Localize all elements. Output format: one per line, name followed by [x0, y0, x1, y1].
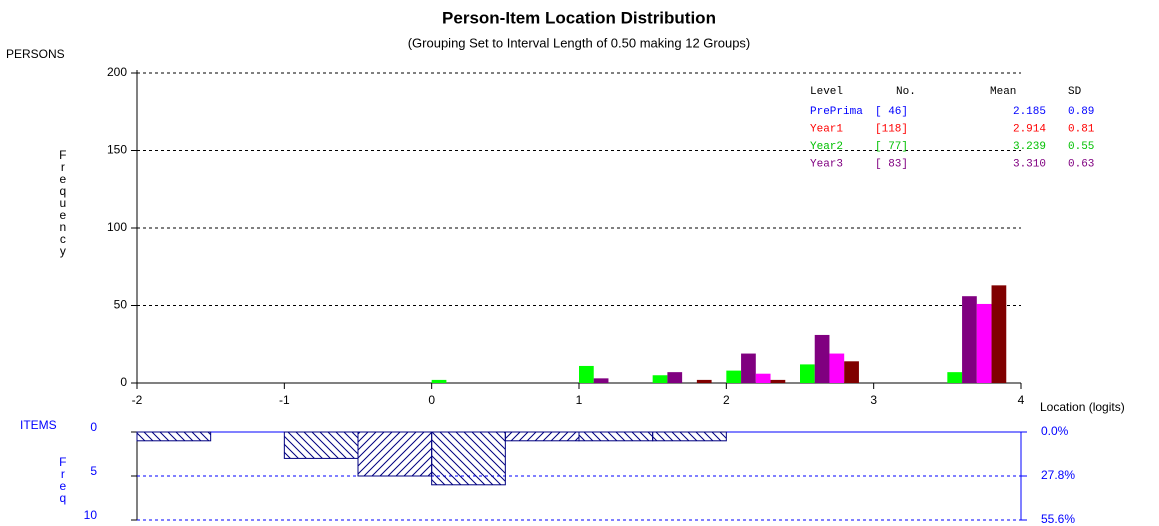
histogram-bar — [357, 431, 433, 477]
histogram-bar — [578, 431, 654, 442]
histogram-bar — [431, 431, 506, 486]
legend-mean: 3.310 — [1013, 158, 1046, 170]
histogram-bar — [136, 431, 212, 442]
legend-count: [ 83] — [875, 158, 908, 170]
legend-name: Year3 — [810, 158, 843, 170]
chart-subtitle: (Grouping Set to Interval Length of 0.50… — [408, 35, 751, 50]
legend-header: Mean — [990, 86, 1016, 98]
bar — [726, 370, 742, 383]
y-tick-label: 100 — [107, 220, 127, 234]
bar — [741, 353, 756, 383]
bar — [991, 285, 1007, 383]
group-label: PERSONS — [6, 47, 65, 61]
y-tick-label: 5 — [90, 464, 97, 478]
bar — [962, 296, 977, 383]
bar — [829, 353, 845, 383]
legend-count: [ 77] — [875, 141, 908, 153]
x-tick-label: 3 — [870, 393, 877, 407]
group-label: ITEMS — [20, 418, 57, 432]
y-tick-label: 10 — [84, 508, 98, 522]
legend-sd: 0.63 — [1068, 158, 1094, 170]
legend-sd: 0.81 — [1068, 123, 1095, 135]
bar — [814, 334, 830, 383]
legend-header: No. — [896, 86, 916, 98]
legend-name: PrePrima — [810, 106, 863, 118]
y2-tick-label: 27.8% — [1041, 468, 1075, 482]
x-tick-label: 4 — [1018, 393, 1025, 407]
legend-mean: 2.914 — [1013, 123, 1046, 135]
bar — [800, 364, 815, 383]
bar — [593, 378, 609, 383]
legend-count: [118] — [875, 123, 908, 135]
bar — [844, 361, 859, 383]
x-axis-label: Location (logits) — [1040, 400, 1125, 414]
bar — [652, 375, 668, 383]
y-tick-label: 50 — [114, 298, 128, 312]
legend-mean: 2.185 — [1013, 106, 1046, 118]
legend-name: Year2 — [810, 141, 843, 153]
chart-title: Person-Item Location Distribution — [442, 8, 716, 27]
bar — [579, 365, 594, 383]
x-tick-label: 0 — [428, 393, 435, 407]
legend-count: [ 46] — [875, 106, 908, 118]
legend-header: SD — [1068, 86, 1082, 98]
y-axis-label: Freq — [56, 455, 70, 505]
bar — [667, 372, 683, 383]
x-tick-label: -1 — [279, 393, 290, 407]
bar — [696, 379, 712, 383]
legend-sd: 0.89 — [1068, 106, 1094, 118]
x-tick-label: 2 — [723, 393, 730, 407]
y2-tick-label: 55.6% — [1041, 512, 1075, 526]
y-tick-label: 0 — [90, 420, 97, 434]
y-tick-label: 0 — [120, 375, 127, 389]
legend-sd: 0.55 — [1068, 141, 1094, 153]
histogram-bar — [504, 431, 580, 442]
histogram-bar — [283, 431, 359, 459]
legend-name: Year1 — [810, 123, 843, 135]
x-tick-label: 1 — [576, 393, 583, 407]
y-axis-label: Frequency — [56, 148, 70, 258]
x-tick-label: -2 — [132, 393, 143, 407]
histogram-bar — [652, 431, 727, 442]
legend-mean: 3.239 — [1013, 141, 1046, 153]
bar — [947, 372, 963, 383]
bar — [976, 303, 992, 383]
bar — [431, 379, 447, 383]
y-tick-label: 150 — [107, 143, 127, 157]
bar — [770, 379, 786, 383]
legend-header: Level — [810, 86, 843, 98]
y2-tick-label: 0.0% — [1041, 424, 1069, 438]
bar — [755, 373, 771, 383]
y-tick-label: 200 — [107, 65, 127, 79]
